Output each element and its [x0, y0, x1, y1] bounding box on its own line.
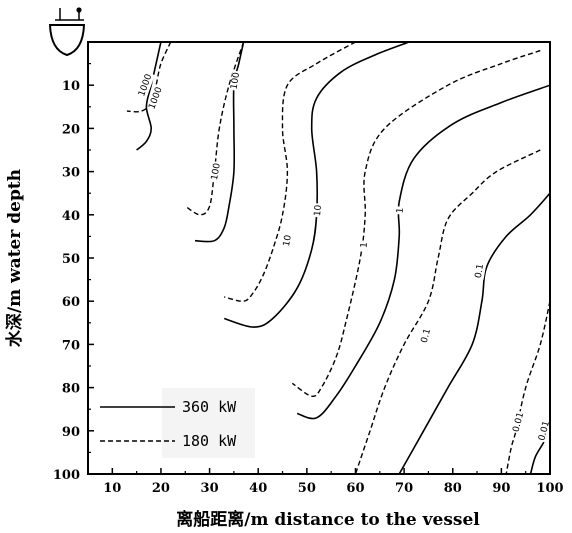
contour-label-bg: [536, 418, 553, 443]
contour-360kw-1: [296, 84, 550, 420]
contour-label: 100: [229, 71, 242, 90]
legend-180kw-label: 180 kW: [182, 432, 237, 450]
legend: 360 kW 180 kW: [100, 388, 255, 458]
contour-180kw-0_01: [505, 301, 550, 474]
contour-label: 0.01: [537, 420, 552, 442]
y-tick-label: 40: [62, 209, 80, 224]
x-tick-label: 10: [103, 481, 121, 496]
contour-label-bg: [473, 262, 487, 280]
y-tick-label: 50: [62, 252, 80, 267]
contour-360kw-1000: [136, 42, 162, 151]
contour-lines: [126, 42, 550, 474]
y-tick-label: 20: [62, 122, 80, 137]
contour-label-bg: [209, 161, 224, 183]
x-tick-label: 80: [444, 481, 462, 496]
vessel-icon: [48, 7, 86, 57]
x-tick-label: 60: [346, 481, 364, 496]
y-tick-label: 100: [53, 468, 80, 483]
x-tick-label: 100: [536, 481, 563, 496]
contour-label: 10: [282, 234, 294, 247]
x-tick-label: 50: [298, 481, 316, 496]
contour-360kw-10: [223, 42, 410, 328]
contour-360kw-100: [194, 42, 245, 243]
legend-360kw-label: 360 kW: [182, 398, 237, 416]
y-tick-label: 60: [62, 295, 80, 310]
x-tick-label: 30: [201, 481, 219, 496]
y-axis-label: 水深/m water depth: [4, 169, 25, 347]
contour-label-bg: [281, 233, 295, 249]
contour-label: 100: [210, 162, 223, 181]
x-tick-label: 40: [249, 481, 267, 496]
contour-label: 10: [313, 204, 324, 217]
contour-label-bg: [312, 203, 325, 218]
contour-label: 0.1: [420, 328, 433, 344]
y-tick-label: 70: [62, 338, 80, 353]
contour-label: 0.1: [474, 263, 486, 279]
contour-label-bg: [395, 206, 407, 215]
x-tick-label: 20: [152, 481, 170, 496]
y-tick-label: 30: [62, 166, 80, 181]
contour-label: 1: [395, 207, 405, 214]
contour-label-bg: [229, 70, 243, 92]
x-axis-label: 离船距离/m distance to the vessel: [176, 509, 480, 530]
contour-180kw-10: [224, 42, 356, 302]
contour-label-bg: [511, 410, 527, 435]
contour-label-bg: [136, 71, 155, 99]
contour-label-bg: [147, 84, 166, 112]
contour-180kw-0_1: [354, 149, 541, 474]
contour-label: 0.01: [511, 411, 526, 433]
contour-360kw-0_1: [398, 192, 550, 474]
y-tick-label: 90: [62, 425, 80, 440]
y-tick-label: 80: [62, 382, 80, 397]
contour-label-bg: [359, 240, 371, 250]
y-tick-label: 10: [62, 79, 80, 94]
x-tick-label: 70: [395, 481, 413, 496]
contour-180kw-100: [184, 42, 245, 216]
contour-label-bg: [419, 326, 434, 346]
x-tick-label: 90: [492, 481, 510, 496]
contour-180kw-1: [291, 49, 541, 398]
contour-label: 1: [359, 242, 369, 249]
